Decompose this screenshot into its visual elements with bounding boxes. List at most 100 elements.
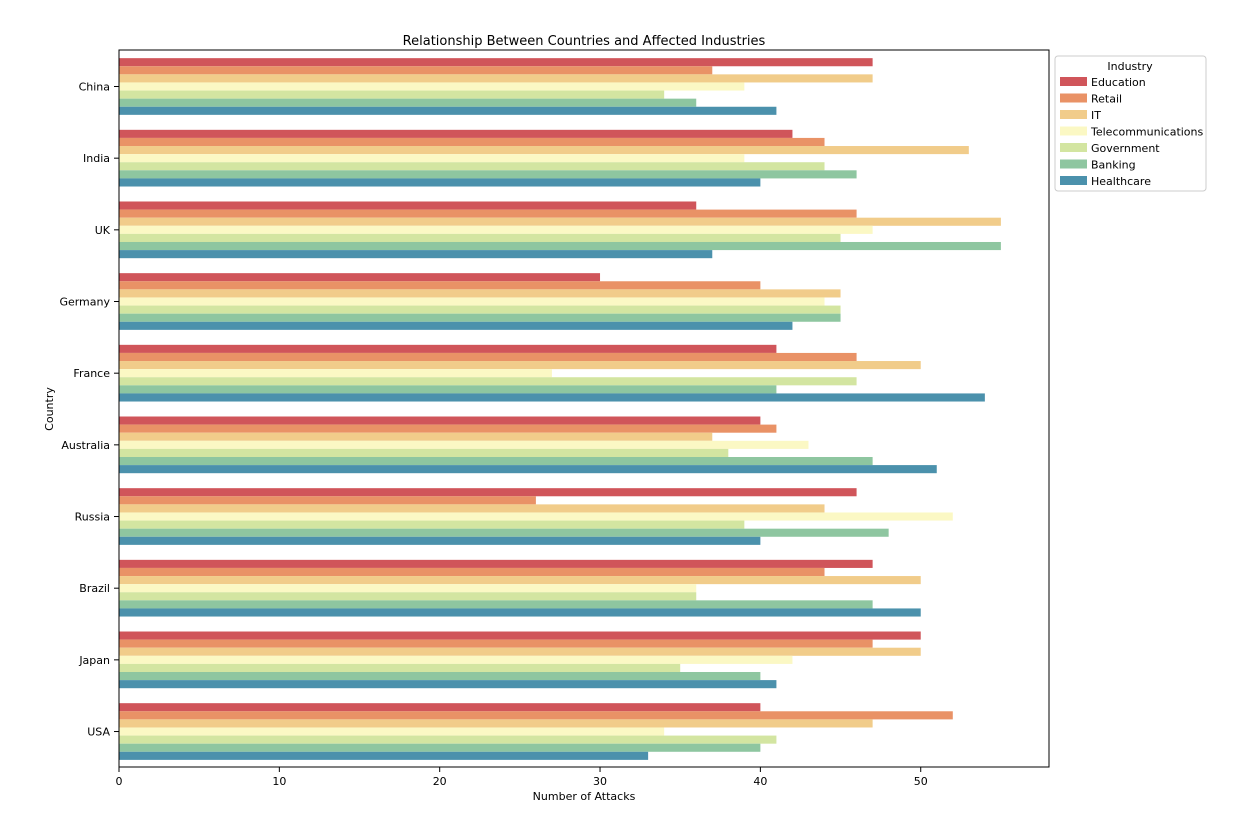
legend-label-it: IT [1091, 109, 1101, 122]
bar-germany-it [119, 289, 841, 298]
y-tick-label-india: India [83, 152, 110, 165]
legend-label-healthcare: Healthcare [1091, 175, 1151, 188]
bar-russia-healthcare [119, 536, 761, 545]
bar-india-healthcare [119, 178, 761, 187]
legend-swatch-telecommunications [1060, 126, 1087, 136]
bar-australia-telecommunications [119, 440, 809, 449]
bar-australia-education [119, 416, 761, 425]
bar-usa-telecommunications [119, 727, 665, 736]
bar-russia-telecommunications [119, 512, 953, 521]
bar-uk-healthcare [119, 250, 713, 259]
x-tick-label: 20 [433, 775, 447, 788]
bar-australia-healthcare [119, 465, 937, 474]
y-axis-title: Country [43, 387, 56, 431]
bar-india-telecommunications [119, 154, 745, 163]
bar-russia-retail [119, 496, 536, 505]
legend-title: Industry [1107, 60, 1153, 73]
bar-russia-banking [119, 528, 889, 537]
bar-france-it [119, 361, 921, 370]
bar-brazil-banking [119, 600, 873, 609]
x-axis: 0 10 20 30 40 50 [116, 767, 928, 788]
bar-usa-education [119, 703, 761, 712]
bar-japan-it [119, 647, 921, 656]
bar-germany-retail [119, 281, 761, 290]
bar-france-banking [119, 385, 777, 394]
legend-swatch-education [1060, 77, 1087, 86]
bar-france-healthcare [119, 393, 985, 402]
bar-usa-it [119, 719, 873, 728]
bar-australia-government [119, 448, 729, 457]
legend-label-government: Government [1091, 142, 1160, 155]
bar-germany-government [119, 305, 841, 314]
y-axis: China India UK Germany France Australia Russia… [59, 81, 119, 739]
bar-russia-government [119, 520, 745, 529]
bars-group [119, 58, 1001, 760]
legend-label-retail: Retail [1091, 93, 1122, 106]
bar-india-retail [119, 137, 825, 147]
y-tick-label-russia: Russia [75, 511, 110, 524]
bar-brazil-retail [119, 567, 825, 577]
x-tick-label: 40 [753, 775, 767, 788]
bar-france-education [119, 344, 777, 353]
bar-japan-retail [119, 639, 873, 648]
bar-france-telecommunications [119, 369, 552, 378]
bar-germany-telecommunications [119, 297, 825, 306]
bar-brazil-telecommunications [119, 584, 697, 593]
bar-brazil-it [119, 576, 921, 585]
bar-usa-healthcare [119, 751, 649, 760]
bar-china-banking [119, 98, 697, 107]
bar-japan-government [119, 663, 681, 673]
bar-germany-banking [119, 313, 841, 322]
legend-swatch-it [1060, 110, 1087, 119]
legend-swatch-healthcare [1060, 176, 1087, 185]
bar-india-it [119, 146, 969, 155]
legend-swatch-banking [1060, 159, 1087, 169]
y-tick-label-uk: UK [95, 224, 111, 237]
bar-japan-education [119, 631, 921, 640]
bar-japan-healthcare [119, 680, 777, 689]
y-tick-label-germany: Germany [59, 296, 110, 309]
y-tick-label-japan: Japan [78, 654, 110, 667]
bar-germany-education [119, 273, 601, 282]
bar-uk-education [119, 201, 697, 210]
legend-label-telecommunications: Telecommunications [1090, 126, 1204, 139]
bar-australia-it [119, 432, 713, 441]
x-axis-title: Number of Attacks [533, 790, 636, 803]
y-tick-label-usa: USA [87, 726, 110, 739]
legend-frame [1054, 55, 1207, 192]
bar-japan-telecommunications [119, 655, 793, 664]
bar-usa-retail [119, 711, 953, 720]
bar-uk-government [119, 233, 841, 242]
legend-swatch-retail [1060, 93, 1087, 103]
x-tick-label: 10 [272, 775, 286, 788]
bar-uk-it [119, 217, 1001, 226]
bar-germany-healthcare [119, 321, 793, 330]
bar-india-government [119, 162, 825, 171]
bar-india-education [119, 129, 793, 138]
legend: Industry Education Retail IT Telecommunicat… [1054, 55, 1207, 192]
bar-usa-banking [119, 743, 761, 752]
bar-uk-telecommunications [119, 225, 873, 234]
bar-china-government [119, 90, 665, 99]
bar-china-telecommunications [119, 82, 745, 91]
bar-uk-banking [119, 241, 1001, 251]
bar-usa-government [119, 735, 777, 744]
bar-australia-banking [119, 457, 873, 466]
bar-china-healthcare [119, 106, 777, 115]
bar-russia-it [119, 504, 825, 513]
bar-japan-banking [119, 672, 761, 681]
x-tick-label: 30 [593, 775, 607, 788]
legend-items: Education Retail IT Telecommunications Gover… [1060, 76, 1204, 188]
bar-france-government [119, 377, 857, 386]
x-tick-label: 50 [914, 775, 928, 788]
y-tick-label-france: France [73, 367, 110, 380]
y-tick-label-brazil: Brazil [79, 582, 110, 595]
bar-uk-retail [119, 209, 857, 218]
bar-china-education [119, 58, 873, 67]
bar-brazil-education [119, 559, 873, 568]
bar-brazil-government [119, 592, 697, 601]
bar-china-it [119, 74, 873, 83]
chart-title: Relationship Between Countries and Affec… [403, 34, 766, 49]
legend-label-banking: Banking [1091, 159, 1136, 172]
